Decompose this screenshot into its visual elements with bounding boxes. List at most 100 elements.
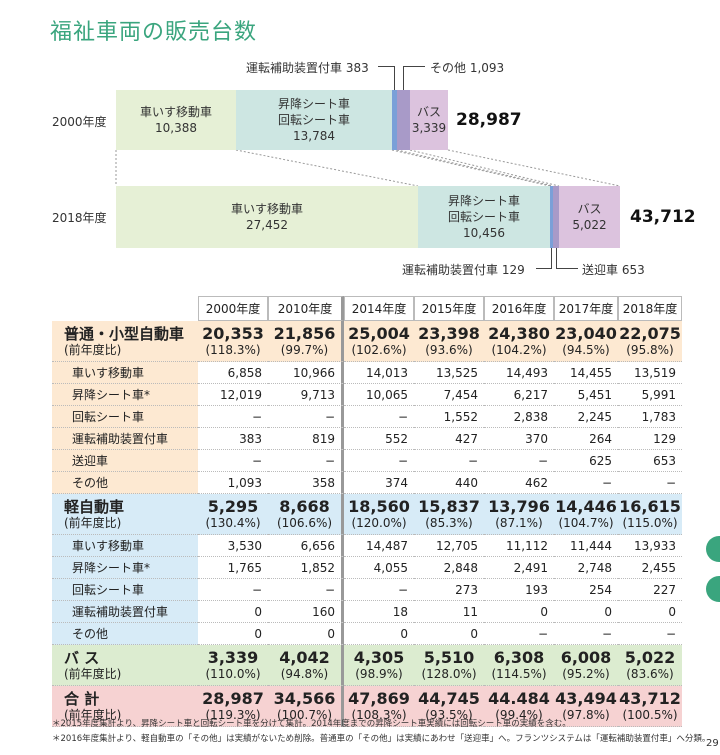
- table-cell: 160: [268, 601, 344, 623]
- row-label: 昇降シート車*: [52, 384, 198, 406]
- bar2000-bus-name: バス: [416, 105, 441, 119]
- bar-year-2000: 2000年度: [52, 115, 107, 129]
- table-cell: 5,991: [618, 384, 682, 406]
- table-cell: 264: [554, 428, 618, 450]
- total-value: 23,040: [555, 324, 617, 343]
- table-row: 回転シート車 − − −273 193 254 227: [52, 579, 682, 601]
- bar2000-bus: バス 3,339: [410, 90, 448, 150]
- category-sub: (前年度比): [64, 515, 122, 530]
- table-cell: 10,966: [268, 362, 344, 384]
- table-cell: 427: [414, 428, 484, 450]
- callout-line: [556, 268, 578, 269]
- bar2000-seat-name2: 回転シート車: [277, 113, 350, 127]
- bar2000-wheelchair-value: 10,388: [155, 121, 197, 135]
- callout-line: [394, 66, 395, 90]
- table-cell: 370: [484, 428, 554, 450]
- category-name: 普通・小型自動車: [64, 324, 185, 343]
- table-cell: 0: [198, 623, 268, 645]
- sales-table: 2000年度 2010年度 2014年度 2015年度 2016年度 2017年…: [52, 296, 682, 727]
- year-header: 2016年度: [484, 296, 554, 321]
- ratio-value: (104.2%): [491, 343, 547, 357]
- table-cell: −: [554, 472, 618, 494]
- table-cell: 440: [414, 472, 484, 494]
- table-cell: 1,552: [414, 406, 484, 428]
- table-row: 昇降シート車* 12,019 9,713 10,065 7,454 6,217 5,451 5…: [52, 384, 682, 406]
- bar2018-bus-value: 5,022: [572, 218, 607, 232]
- table-row: 回転シート車 − − −1,552 2,838 2,245 1,783: [52, 406, 682, 428]
- total-value: 44,745: [418, 689, 480, 708]
- bar2000-wheelchair: 車いす移動車 10,388: [116, 90, 236, 150]
- year-header: 2000年度: [198, 296, 268, 321]
- ratio-value: (102.6%): [351, 343, 407, 357]
- table-cell: 0: [268, 623, 344, 645]
- ratio-value: (128.0%): [421, 667, 477, 681]
- table-cell: 11,444: [554, 535, 618, 557]
- bar2018-wheelchair-value: 27,452: [246, 218, 288, 232]
- ratio-value: (87.1%): [495, 516, 543, 530]
- table-cell: 462: [484, 472, 554, 494]
- year-header: 2017年度: [554, 296, 618, 321]
- table-cell: 0: [344, 623, 414, 645]
- table-cell: 14,013: [344, 362, 414, 384]
- ratio-value: (94.5%): [562, 343, 610, 357]
- table-cell: 0: [554, 601, 618, 623]
- table-cell: 13,933: [618, 535, 682, 557]
- total-value: 20,353: [202, 324, 264, 343]
- table-total-row: 合 計 (前年度比) 28,987 (119.3%) 34,566 (100.7%) 47,…: [52, 686, 682, 727]
- bar2000-seat-name1: 昇降シート車: [277, 97, 350, 111]
- table-cell: 3,530: [198, 535, 268, 557]
- table-cell: 358: [268, 472, 344, 494]
- page-number: 29: [706, 738, 719, 749]
- row-label: その他: [52, 623, 198, 645]
- table-cell: 1,783: [618, 406, 682, 428]
- bar2018-bus: バス 5,022: [559, 186, 620, 248]
- year-header: 2010年度: [268, 296, 344, 321]
- total-value: 43,712: [619, 689, 681, 708]
- table-cell: −: [344, 579, 414, 601]
- callout-line: [536, 268, 552, 269]
- ratio-value: (85.3%): [425, 516, 473, 530]
- total-value: 5,022: [624, 648, 676, 667]
- table-cell: 653: [618, 450, 682, 472]
- total-value: 18,560: [348, 497, 410, 516]
- ratio-value: (106.6%): [276, 516, 333, 530]
- table-cell: 2,491: [484, 557, 554, 579]
- table-cell: −: [198, 579, 268, 601]
- bar2000-other: [397, 90, 410, 150]
- row-label: 運転補助装置付車: [52, 601, 198, 623]
- table-cell: 9,713: [268, 384, 344, 406]
- table-cell: 6,858: [198, 362, 268, 384]
- total-value: 22,075: [619, 324, 681, 343]
- bar2018-wheelchair-name: 車いす移動車: [230, 202, 303, 216]
- table-total-row: バ ス (前年度比) 3,339 (110.0%) 4,042 (94.8%) 4,305(…: [52, 645, 682, 686]
- table-cell: 11,112: [484, 535, 554, 557]
- bar2018-seat-name2: 回転シート車: [447, 210, 520, 224]
- ratio-value: (99.7%): [280, 343, 329, 357]
- table-row: 送迎車 − − − − −625 653: [52, 450, 682, 472]
- table-cell: 625: [554, 450, 618, 472]
- table-cell: 193: [484, 579, 554, 601]
- bar2000-callout-driving: 運転補助装置付車 383: [246, 61, 369, 75]
- table-cell: 227: [618, 579, 682, 601]
- table-cell: 1,093: [198, 472, 268, 494]
- table-cell: −: [618, 623, 682, 645]
- table-cell: 14,487: [344, 535, 414, 557]
- bar2018-bus-name: バス: [577, 202, 602, 216]
- ratio-value: (118.3%): [205, 343, 261, 357]
- table-cell: 819: [268, 428, 344, 450]
- year-header: 2018年度: [618, 296, 682, 321]
- callout-line: [378, 66, 394, 67]
- ratio-value: (100.5%): [622, 708, 678, 722]
- row-label: 運転補助装置付車: [52, 428, 198, 450]
- table-cell: 2,455: [618, 557, 682, 579]
- table-cell: 0: [484, 601, 554, 623]
- ratio-value: (108.3%): [351, 708, 407, 722]
- ratio-value: (120.0%): [351, 516, 407, 530]
- table-cell: −: [484, 623, 554, 645]
- table-cell: −: [554, 623, 618, 645]
- callout-line: [551, 248, 552, 268]
- table-cell: 12,019: [198, 384, 268, 406]
- total-value: 4,305: [353, 648, 405, 667]
- ratio-value: (93.6%): [425, 343, 473, 357]
- table-total-row: 軽自動車 (前年度比) 5,295 (130.4%) 8,668 (106.6%) 18,5…: [52, 494, 682, 535]
